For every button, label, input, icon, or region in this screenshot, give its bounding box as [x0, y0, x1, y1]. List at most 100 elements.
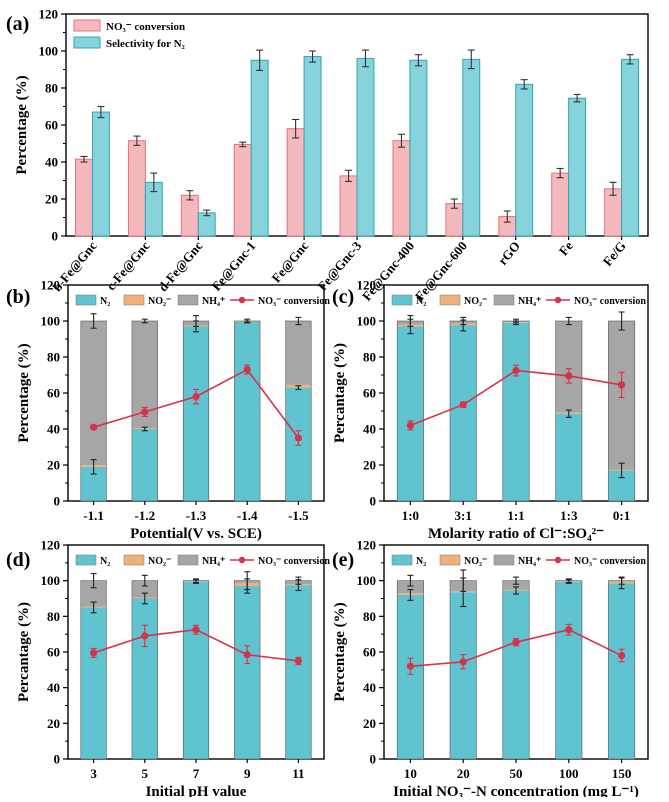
x-axis-label: Potential(V vs. SCE) [130, 526, 262, 542]
n2-bar-segment [132, 599, 158, 760]
panel-label: (b) [6, 286, 30, 308]
legend-swatch [440, 295, 460, 305]
legend-label: N₂ [416, 556, 426, 567]
n2-bar-segment [234, 322, 260, 501]
n2-bar-segment [183, 582, 209, 759]
n2-bar-segment [397, 326, 423, 501]
conversion-point [192, 393, 199, 400]
y-tick-label: 100 [39, 44, 59, 59]
legend-label: NO₂⁻ [148, 296, 171, 307]
panel-label: (c) [332, 286, 354, 308]
legend-label: NO₃⁻ conversion [258, 556, 330, 567]
y-tick-label: 80 [363, 350, 376, 365]
x-tick-label: 1:1 [507, 508, 524, 523]
conversion-point [295, 657, 302, 664]
n2-bar-segment [81, 607, 107, 759]
legend-label: NH₄⁺ [202, 296, 225, 307]
conversion-point [141, 408, 148, 415]
y-tick-label: 120 [41, 538, 61, 553]
legend-label: NO₂⁻ [464, 556, 487, 567]
selectivity-bar [304, 57, 321, 236]
legend-swatch [494, 555, 514, 565]
x-tick-label: Fe [556, 238, 576, 258]
conversion-point [618, 381, 625, 388]
y-axis-label: Percantage (%) [332, 343, 348, 443]
n2-bar-segment [286, 585, 312, 759]
n2-bar-segment [397, 595, 423, 759]
x-tick-label: 1:3 [560, 508, 578, 523]
conversion-bar [76, 159, 93, 236]
y-tick-label: 60 [363, 386, 376, 401]
legend-swatch [124, 555, 144, 565]
conversion-point [460, 401, 467, 408]
x-tick-label: 5 [142, 766, 149, 781]
y-tick-label: 60 [47, 645, 60, 660]
y-tick-label: 60 [363, 645, 376, 660]
legend-swatch [74, 20, 100, 31]
x-tick-label: 20 [457, 766, 470, 781]
x-tick-label: -1.5 [288, 508, 309, 523]
x-tick-label: 3 [90, 766, 97, 781]
x-tick-label: 50 [510, 766, 523, 781]
x-tick-label: 11 [292, 766, 304, 781]
conversion-bar [552, 173, 569, 236]
n2-bar-segment [234, 586, 260, 759]
y-tick-label: 0 [52, 229, 59, 244]
conversion-bar [181, 195, 198, 236]
legend-label: N₂ [100, 556, 110, 567]
y-tick-label: 60 [45, 118, 58, 133]
x-axis-label: Initial pH value [146, 784, 247, 797]
y-tick-label: 40 [45, 155, 58, 170]
x-tick-label: 7 [193, 766, 200, 781]
legend-label: NO₃⁻ conversion [106, 21, 185, 33]
x-tick-label: Fe@Gnc-600 [412, 238, 470, 303]
x-tick-label: 100 [559, 766, 579, 781]
conversion-point [460, 658, 467, 665]
x-tick-label: -1.3 [186, 508, 207, 523]
selectivity-bar [622, 59, 639, 236]
y-axis-label: Percentage (%) [332, 602, 348, 701]
y-tick-label: 0 [54, 752, 61, 767]
nh4-bar-segment [556, 321, 582, 413]
y-axis-label: Percentage (%) [14, 75, 30, 174]
selectivity-bar [251, 60, 268, 236]
x-tick-label: -1.2 [135, 508, 156, 523]
conversion-point [244, 651, 251, 658]
n2-bar-segment [450, 592, 476, 759]
legend: NO₃⁻ conversion Selectivity for N₂ [74, 20, 186, 50]
y-tick-label: 120 [357, 278, 377, 293]
conversion-point [192, 626, 199, 633]
legend-swatch [124, 295, 144, 305]
y-tick-label: 40 [363, 422, 376, 437]
legend-swatch [440, 555, 460, 565]
x-tick-label: Fe@Gnc-400 [359, 238, 417, 303]
legend-swatch [392, 555, 412, 565]
selectivity-bar [198, 213, 215, 236]
legend-label: NO₃⁻ conversion [574, 296, 646, 307]
y-tick-label: 40 [363, 680, 376, 695]
x-axis-label: Molarity ratio of Cl⁻:SO₄²⁻ [428, 526, 604, 542]
y-tick-label: 120 [41, 278, 61, 293]
n2-bar-segment [132, 429, 158, 501]
y-tick-label: 20 [47, 716, 60, 731]
x-axis-label: Initial NO₃⁻-N concentration (mg L⁻¹) [393, 784, 639, 797]
conversion-point [90, 649, 97, 656]
legend-marker [555, 557, 561, 563]
y-tick-label: 40 [47, 680, 60, 695]
legend-label: Selectivity for N₂ [106, 38, 186, 50]
y-tick-label: 80 [363, 609, 376, 624]
y-axis-label: Percentage (%) [16, 343, 32, 442]
legend-label: N₂ [100, 296, 110, 307]
selectivity-bar [410, 60, 427, 236]
conversion-bar [234, 144, 251, 236]
legend-label: N₂ [416, 296, 426, 307]
y-tick-label: 0 [370, 494, 377, 509]
y-tick-label: 20 [45, 192, 58, 207]
x-tick-label: -1.1 [83, 508, 104, 523]
y-tick-label: 100 [357, 573, 377, 588]
